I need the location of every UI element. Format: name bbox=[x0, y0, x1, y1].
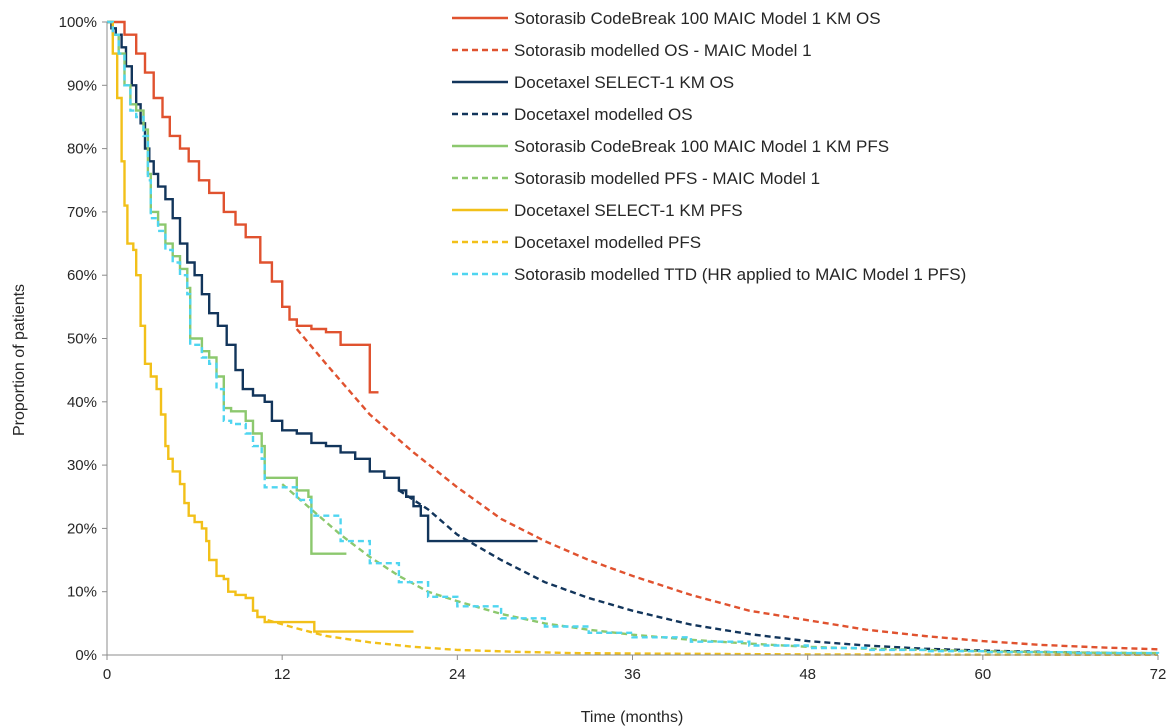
x-tick-label: 0 bbox=[103, 666, 111, 683]
legend: Sotorasib CodeBreak 100 MAIC Model 1 KM … bbox=[452, 9, 966, 284]
legend-label-8: Docetaxel modelled PFS bbox=[514, 233, 701, 252]
series-line-1 bbox=[107, 20, 379, 394]
series-line-3 bbox=[107, 20, 538, 543]
x-tick-label: 36 bbox=[624, 666, 641, 683]
legend-label-5: Sotorasib CodeBreak 100 MAIC Model 1 KM … bbox=[514, 137, 889, 156]
y-tick-label: 30% bbox=[67, 457, 97, 474]
y-tick-label: 10% bbox=[67, 584, 97, 601]
x-tick-label: 12 bbox=[274, 666, 291, 683]
legend-label-9: Sotorasib modelled TTD (HR applied to MA… bbox=[514, 265, 966, 284]
legend-label-3: Docetaxel SELECT-1 KM OS bbox=[514, 73, 734, 92]
axes: 0% 10% 20% 30% 40% 50% 60% 70% 80% 90% 100% 0 12 24 36… bbox=[59, 14, 1167, 683]
y-tick-label: 60% bbox=[67, 267, 97, 284]
x-tick-label: 24 bbox=[449, 666, 466, 683]
x-tick-label: 60 bbox=[974, 666, 991, 683]
y-tick-label: 40% bbox=[67, 394, 97, 411]
legend-label-2: Sotorasib modelled OS - MAIC Model 1 bbox=[514, 41, 812, 60]
x-axis-label: Time (months) bbox=[581, 709, 684, 726]
y-tick-label: 100% bbox=[59, 14, 97, 31]
legend-label-1: Sotorasib CodeBreak 100 MAIC Model 1 KM … bbox=[514, 9, 881, 28]
y-axis-label: Proportion of patients bbox=[11, 284, 28, 436]
y-tick-label: 90% bbox=[67, 77, 97, 94]
y-tick-label: 70% bbox=[67, 204, 97, 221]
plot-lines bbox=[107, 20, 1160, 656]
x-tick-label: 72 bbox=[1150, 666, 1167, 683]
y-tick-label: 80% bbox=[67, 141, 97, 158]
series-line-4 bbox=[398, 489, 1159, 655]
series-line-8 bbox=[267, 619, 1159, 656]
series-line-7 bbox=[107, 20, 414, 633]
legend-label-4: Docetaxel modelled OS bbox=[514, 105, 693, 124]
y-tick-label: 50% bbox=[67, 331, 97, 348]
x-tick-label: 48 bbox=[799, 666, 816, 683]
y-tick-label: 20% bbox=[67, 520, 97, 537]
y-tick-label: 0% bbox=[75, 647, 97, 664]
series-line-2 bbox=[295, 328, 1159, 651]
series-line-5 bbox=[107, 20, 347, 555]
series-line-6 bbox=[281, 483, 1159, 655]
legend-label-6: Sotorasib modelled PFS - MAIC Model 1 bbox=[514, 169, 820, 188]
series-line-9 bbox=[107, 20, 1160, 655]
legend-label-7: Docetaxel SELECT-1 KM PFS bbox=[514, 201, 743, 220]
